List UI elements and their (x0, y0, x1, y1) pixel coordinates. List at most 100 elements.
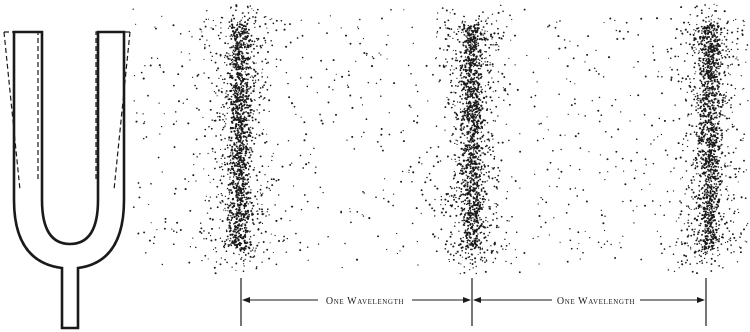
air-molecule-dot (246, 5, 249, 8)
air-molecule-dot (679, 43, 682, 46)
compression-dot (249, 197, 252, 200)
air-molecule-dot (464, 92, 467, 95)
air-molecule-dot (496, 224, 498, 227)
compression-dot (465, 144, 468, 148)
compression-dot (697, 139, 700, 142)
air-molecule-dot (454, 142, 456, 145)
compression-dot (237, 75, 239, 78)
air-molecule-dot (489, 44, 492, 46)
compression-dot (482, 220, 485, 223)
air-molecule-dot (651, 200, 654, 202)
compression-dot (463, 134, 466, 137)
compression-dot (475, 94, 478, 97)
air-molecule-dot (230, 152, 232, 154)
compression-dot (247, 90, 249, 93)
air-molecule-dot (732, 193, 735, 196)
air-molecule-dot (637, 34, 640, 36)
compression-dot (467, 191, 470, 194)
compression-dot (231, 121, 234, 124)
air-molecule-dot (457, 205, 460, 208)
air-molecule-dot (698, 59, 701, 62)
air-molecule-dot (480, 20, 483, 23)
air-molecule-dot (574, 83, 576, 85)
compression-dot (243, 105, 245, 107)
air-molecule-dot (214, 238, 217, 241)
compression-dot (231, 58, 234, 61)
air-molecule-dot (240, 258, 242, 260)
air-molecule-dot (695, 71, 697, 73)
air-molecule-dot (251, 75, 253, 77)
compression-dot (470, 33, 473, 36)
compression-dot (244, 100, 247, 102)
compression-dot (477, 207, 480, 210)
air-molecule-dot (679, 156, 682, 159)
air-molecule-dot (481, 172, 483, 174)
air-molecule-dot (254, 249, 256, 251)
compression-dot (469, 139, 472, 142)
air-molecule-dot (455, 57, 457, 59)
air-molecule-dot (473, 85, 475, 88)
air-molecule-dot (742, 34, 744, 36)
air-molecule-dot (475, 265, 477, 268)
compression-dot (231, 167, 234, 170)
air-molecule-dot (228, 227, 230, 229)
air-molecule-dot (600, 209, 602, 212)
compression-dot (244, 204, 248, 207)
air-molecule-dot (268, 214, 270, 216)
compression-dot (245, 88, 249, 91)
air-molecule-dot (132, 8, 134, 10)
air-molecule-dot (678, 217, 680, 219)
air-molecule-dot (728, 176, 731, 178)
air-molecule-dot (503, 76, 506, 79)
air-molecule-dot (210, 127, 213, 130)
air-molecule-dot (457, 156, 460, 158)
compression-dot (229, 204, 232, 206)
compression-dot (475, 230, 478, 233)
air-molecule-dot (488, 177, 491, 179)
air-molecule-dot (214, 272, 217, 275)
compression-dot (462, 77, 464, 79)
air-molecule-dot (452, 49, 454, 51)
air-molecule-dot (402, 245, 405, 248)
air-molecule-dot (564, 46, 567, 49)
air-molecule-dot (685, 132, 688, 135)
air-molecule-dot (718, 180, 721, 183)
air-molecule-dot (267, 50, 269, 53)
compression-dot (477, 145, 481, 148)
compression-dot (249, 134, 252, 138)
air-molecule-dot (673, 270, 676, 273)
air-molecule-dot (600, 114, 603, 116)
compression-dot (244, 89, 246, 91)
air-molecule-dot (403, 9, 405, 11)
air-molecule-dot (683, 223, 685, 225)
air-molecule-dot (448, 27, 451, 30)
air-molecule-dot (723, 222, 727, 225)
compression-dot (251, 151, 253, 153)
compression-dot (467, 102, 470, 105)
air-molecule-dot (290, 102, 294, 105)
compression-dot (469, 128, 472, 131)
air-molecule-dot (239, 248, 241, 250)
air-molecule-dot (449, 235, 452, 238)
air-molecule-dot (219, 219, 221, 221)
compression-dot (469, 101, 471, 104)
compression-dot (236, 107, 239, 110)
compression-dot (470, 248, 472, 251)
air-molecule-dot (540, 122, 542, 125)
air-molecule-dot (700, 250, 703, 253)
air-molecule-dot (573, 98, 576, 101)
compression-dot (241, 39, 243, 42)
air-molecule-dot (475, 61, 478, 63)
air-molecule-dot (488, 72, 490, 74)
air-molecule-dot (436, 187, 439, 190)
air-molecule-dot (215, 261, 218, 263)
compression-dot (470, 70, 473, 72)
compression-dot (475, 96, 479, 99)
compression-dot (233, 243, 235, 245)
air-molecule-dot (254, 26, 256, 29)
compression-dot (231, 198, 234, 201)
compression-dot (473, 53, 476, 56)
air-molecule-dot (143, 231, 146, 234)
compression-dot (479, 206, 481, 208)
air-molecule-dot (213, 119, 216, 122)
